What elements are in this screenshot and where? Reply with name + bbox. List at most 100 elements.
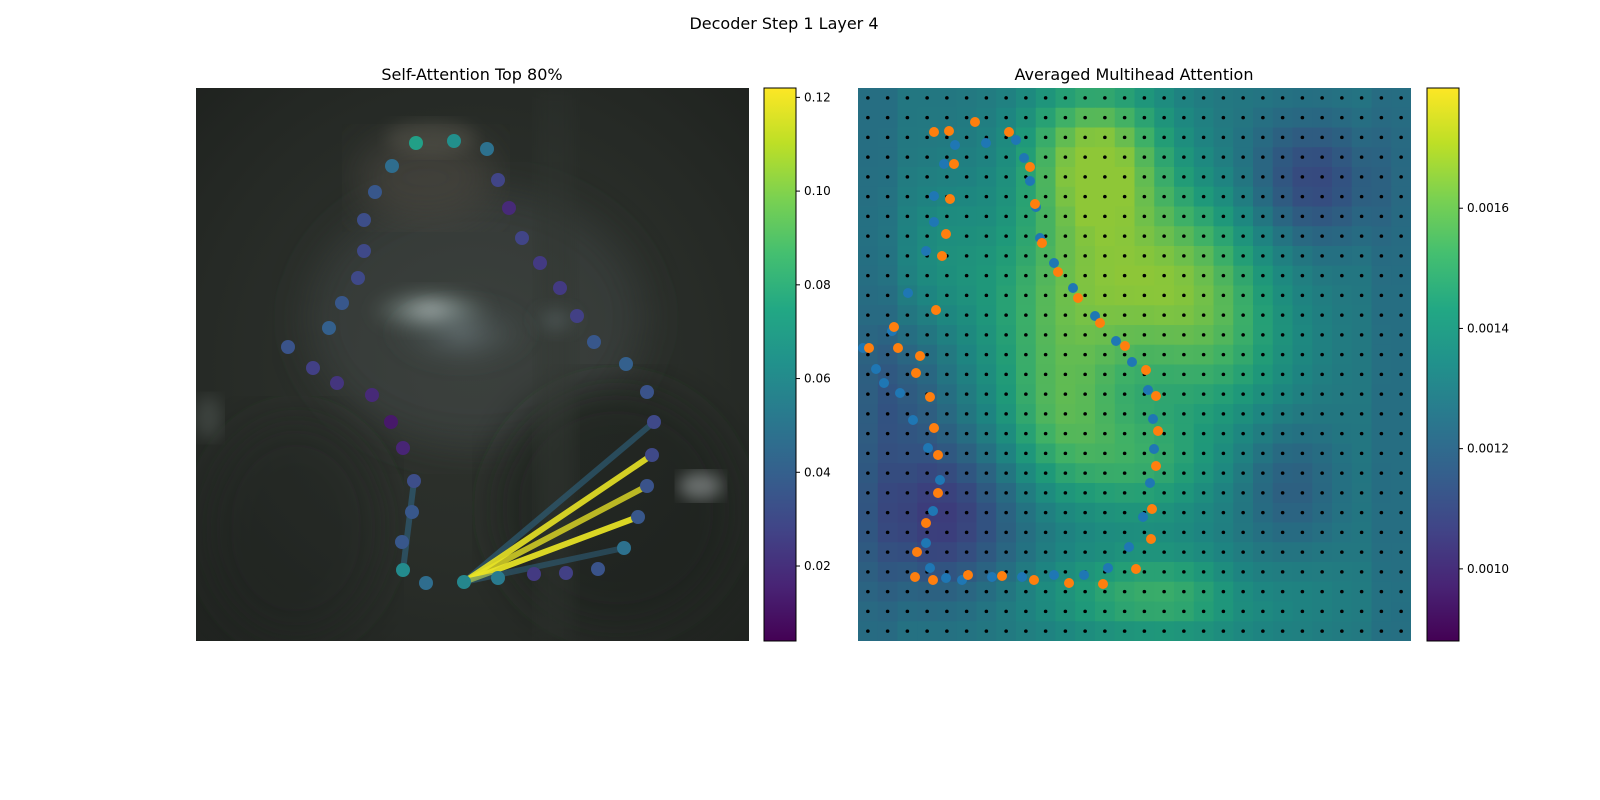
grid-dot xyxy=(1024,214,1028,219)
keypoint xyxy=(396,441,410,455)
grid-dot xyxy=(964,96,969,100)
grid-dot xyxy=(1063,293,1068,298)
grid-dot xyxy=(1182,313,1186,317)
keypoint xyxy=(587,335,601,349)
grid-dot xyxy=(1340,96,1344,100)
grid-dot xyxy=(1142,194,1147,199)
grid-dot xyxy=(1182,194,1186,199)
grid-dot xyxy=(1201,96,1206,100)
attention-edge xyxy=(462,514,640,585)
grid-dot xyxy=(866,194,870,199)
grid-dot xyxy=(1340,155,1344,159)
grid-dot xyxy=(964,589,969,594)
grid-dot xyxy=(1122,372,1127,377)
grid-dot xyxy=(1063,333,1068,337)
grid-dot xyxy=(1162,431,1166,436)
grid-dot xyxy=(1300,629,1305,633)
ground-truth-point xyxy=(925,563,935,573)
averaged-attention-colorbar: 0.0010 0.0012 0.0014 0.0016 xyxy=(1426,87,1509,642)
grid-dot xyxy=(945,471,949,475)
grid-dot xyxy=(1300,570,1305,574)
grid-dot xyxy=(1399,530,1403,535)
grid-dot xyxy=(1261,589,1265,594)
grid-dot xyxy=(925,175,929,179)
grid-dot xyxy=(905,254,910,258)
grid-dot xyxy=(1103,550,1107,554)
grid-dot xyxy=(1142,333,1147,337)
grid-dot xyxy=(1221,155,1226,159)
keypoint xyxy=(640,385,654,399)
grid-dot xyxy=(1340,589,1344,594)
grid-dot xyxy=(1083,254,1087,258)
grid-dot xyxy=(1024,530,1028,535)
grid-dot xyxy=(1340,609,1344,614)
grid-dot xyxy=(1280,491,1285,495)
grid-dot xyxy=(1122,115,1127,120)
grid-dot xyxy=(1280,609,1285,614)
grid-dot xyxy=(964,234,969,238)
grid-dot xyxy=(1379,194,1384,199)
grid-dot xyxy=(1399,214,1403,219)
grid-dot xyxy=(1004,194,1008,199)
ground-truth-point xyxy=(1017,572,1027,582)
grid-dot xyxy=(1399,491,1403,495)
grid-dot xyxy=(1320,530,1324,535)
grid-dot xyxy=(1043,194,1048,199)
grid-dot xyxy=(1043,352,1048,357)
grid-dot xyxy=(925,115,929,120)
ground-truth-point xyxy=(1068,283,1078,293)
grid-dot xyxy=(945,175,949,179)
grid-dot xyxy=(1083,530,1087,535)
grid-dot xyxy=(1221,589,1226,594)
grid-dot xyxy=(1399,431,1403,436)
grid-dot xyxy=(1320,333,1324,337)
predicted-point xyxy=(1131,564,1141,574)
grid-dot xyxy=(1320,570,1324,574)
grid-dot xyxy=(1182,451,1186,456)
ground-truth-point xyxy=(1138,512,1148,522)
grid-dot xyxy=(1221,609,1226,614)
grid-dot xyxy=(925,609,929,614)
grid-dot xyxy=(1399,510,1403,515)
grid-dot xyxy=(866,135,870,140)
grid-dot xyxy=(866,412,870,416)
grid-dot xyxy=(1280,451,1285,456)
grid-dot xyxy=(1399,293,1403,298)
grid-dot xyxy=(1122,589,1127,594)
grid-dot xyxy=(1122,135,1127,140)
grid-dot xyxy=(1122,313,1127,317)
grid-dot xyxy=(905,471,910,475)
grid-dot xyxy=(925,471,929,475)
grid-dot xyxy=(1261,155,1265,159)
grid-dot xyxy=(1103,352,1107,357)
grid-dot xyxy=(1142,175,1147,179)
grid-dot xyxy=(1004,451,1008,456)
grid-dot xyxy=(1379,293,1384,298)
grid-dot xyxy=(1122,175,1127,179)
grid-dot xyxy=(866,510,870,515)
grid-dot xyxy=(1063,570,1068,574)
grid-dot xyxy=(1320,273,1324,278)
grid-dot xyxy=(1103,431,1107,436)
grid-dot xyxy=(1142,293,1147,298)
grid-dot xyxy=(1182,214,1186,219)
grid-dot xyxy=(1359,392,1364,396)
grid-dot xyxy=(1340,333,1344,337)
grid-dot xyxy=(1004,471,1008,475)
grid-dot xyxy=(1083,471,1087,475)
grid-dot xyxy=(1261,431,1265,436)
grid-dot xyxy=(1103,589,1107,594)
grid-dot xyxy=(1043,135,1048,140)
grid-dot xyxy=(1241,333,1245,337)
grid-dot xyxy=(1043,471,1048,475)
grid-dot xyxy=(925,293,929,298)
grid-dot xyxy=(1142,96,1147,100)
figure-title: Decoder Step 1 Layer 4 xyxy=(689,14,878,33)
grid-dot xyxy=(1359,234,1364,238)
grid-dot xyxy=(1359,570,1364,574)
grid-dot xyxy=(925,234,929,238)
grid-dot xyxy=(945,589,949,594)
grid-dot xyxy=(1063,589,1068,594)
grid-dot xyxy=(1241,115,1245,120)
grid-dot xyxy=(1399,175,1403,179)
